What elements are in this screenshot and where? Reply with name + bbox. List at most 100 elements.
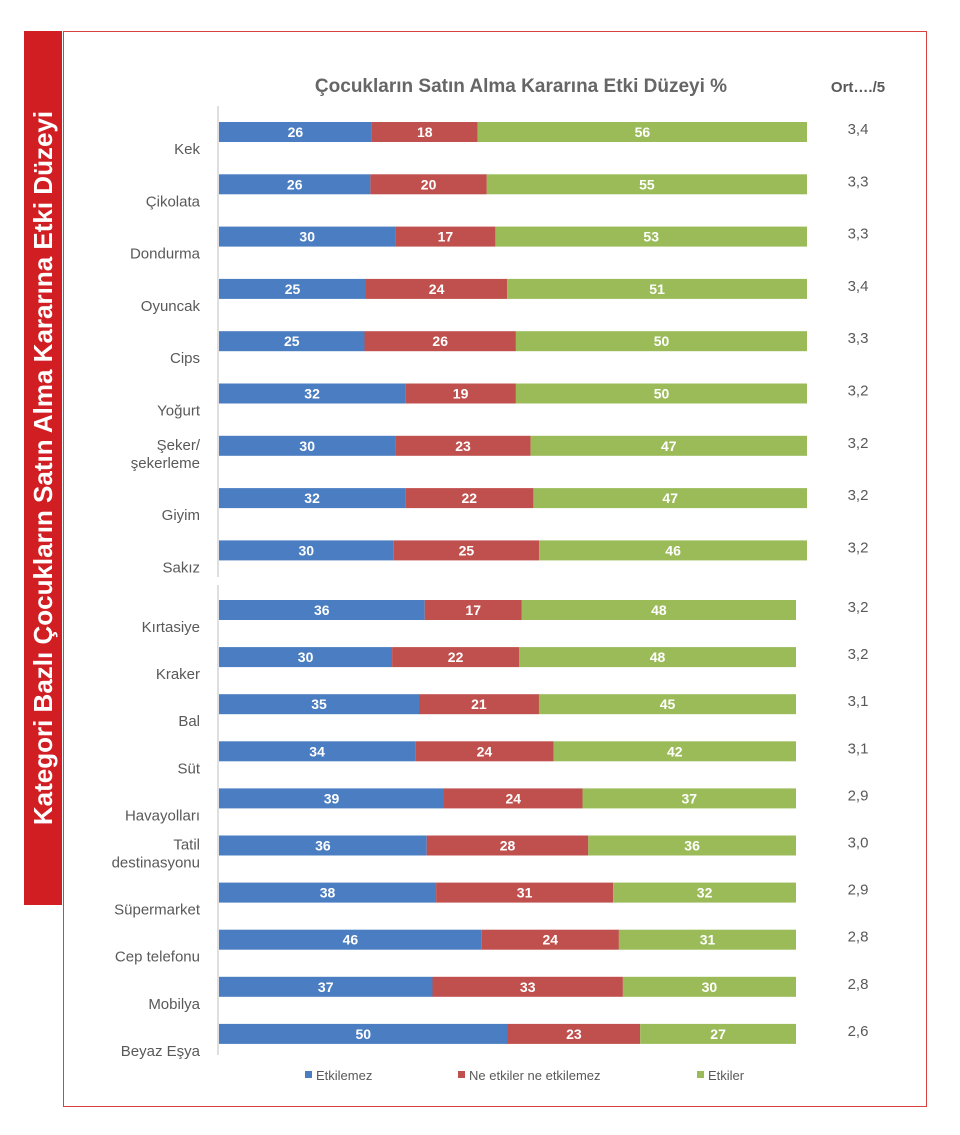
avg-header: Ort…./5 [831,79,885,96]
bar-segment [392,647,519,668]
bar-segment [219,882,437,903]
bar-segment [219,226,396,247]
bar-data-label: 55 [639,176,655,192]
average-value: 3,0 [848,835,869,852]
average-value: 3,4 [848,278,869,295]
category-label: Tatil [173,837,200,854]
bar-data-label: 23 [455,438,471,454]
average-value: 2,9 [848,882,869,899]
bar-data-label: 48 [651,602,667,618]
bar-data-label: 18 [417,124,433,140]
bar-segment [582,788,796,809]
category-label: Kırtasiye [142,619,200,636]
bar-segment [405,383,516,404]
legend-label: Etkiler [708,1068,745,1083]
bar-data-label: 32 [304,386,320,402]
bar-segment [640,1023,796,1044]
chart-frame [63,31,927,1107]
legend-swatch [305,1071,312,1078]
bar-data-label: 20 [421,176,437,192]
bar-data-label: 46 [343,932,359,948]
category-label: şekerleme [131,455,200,472]
category-label: Giyim [162,507,200,524]
bar-segment [395,226,496,247]
average-value: 3,3 [848,330,869,347]
bar-segment [395,435,531,456]
bar-segment [521,600,796,620]
bar-segment [436,882,614,903]
bar-data-label: 42 [667,743,683,759]
bar-segment [219,788,444,809]
average-value: 3,3 [848,173,869,190]
side-title: Kategori Bazlı Çocukların Satın Alma Kar… [28,111,58,825]
bar-segment [219,331,365,352]
bar-data-label: 30 [298,649,314,665]
bar-segment [366,278,508,299]
bar-data-label: 22 [448,649,464,665]
bar-data-label: 26 [288,124,304,140]
bar-segment [486,174,807,195]
bar-data-label: 30 [299,229,315,245]
bar-segment [371,122,478,142]
category-label: Sakız [162,559,200,576]
bar-segment [219,976,433,997]
average-value: 3,3 [848,226,869,243]
bar-segment [219,694,419,715]
bar-data-label: 27 [710,1026,726,1042]
bar-segment [219,435,396,456]
bar-data-label: 50 [654,386,670,402]
bar-data-label: 36 [315,838,331,854]
bar-data-label: 51 [649,281,665,297]
category-label: Kek [174,141,200,158]
bar-data-label: 28 [500,838,516,854]
bar-segment [219,600,425,620]
bar-segment [530,435,807,456]
average-value: 2,8 [848,929,869,946]
bar-data-label: 50 [654,333,670,349]
bar-segment [415,741,554,762]
bar-data-label: 34 [309,743,325,759]
bar-data-label: 30 [299,542,315,558]
bar-segment [219,835,427,856]
bar-segment [219,540,394,561]
bar-data-label: 26 [432,333,448,349]
average-value: 2,9 [848,787,869,804]
bar-data-label: 21 [471,696,487,712]
legend-label: Ne etkiler ne etkilemez [469,1068,601,1083]
bar-data-label: 47 [662,490,678,506]
category-label: destinasyonu [112,855,200,872]
legend-swatch [697,1071,704,1078]
bar-segment [553,741,796,762]
bar-data-label: 32 [697,885,713,901]
bar-data-label: 25 [284,333,300,349]
bar-segment [424,600,522,620]
bar-segment [364,331,516,352]
bar-segment [622,976,796,997]
bar-segment [219,741,416,762]
bar-data-label: 53 [643,229,659,245]
bar-data-label: 37 [318,979,334,995]
average-value: 3,2 [848,435,869,452]
category-label: Mobilya [148,996,200,1013]
bar-segment [393,540,540,561]
bar-data-label: 47 [661,438,677,454]
bar-segment [515,383,807,404]
bar-data-label: 17 [465,602,481,618]
bar-segment [538,694,796,715]
bar-segment [477,122,807,142]
average-value: 3,2 [848,599,869,616]
bar-segment [507,1023,641,1044]
bar-segment [219,174,371,195]
bar-data-label: 30 [702,979,718,995]
bar-data-label: 32 [304,490,320,506]
category-label: Oyuncak [141,298,201,315]
bar-segment [426,835,589,856]
bar-segment [219,278,366,299]
bar-segment [618,929,796,950]
average-value: 3,1 [848,740,869,757]
bar-segment [405,488,534,509]
bar-data-label: 22 [462,490,478,506]
bar-data-label: 25 [285,281,301,297]
bar-segment [588,835,796,856]
category-label: Cips [170,350,200,367]
